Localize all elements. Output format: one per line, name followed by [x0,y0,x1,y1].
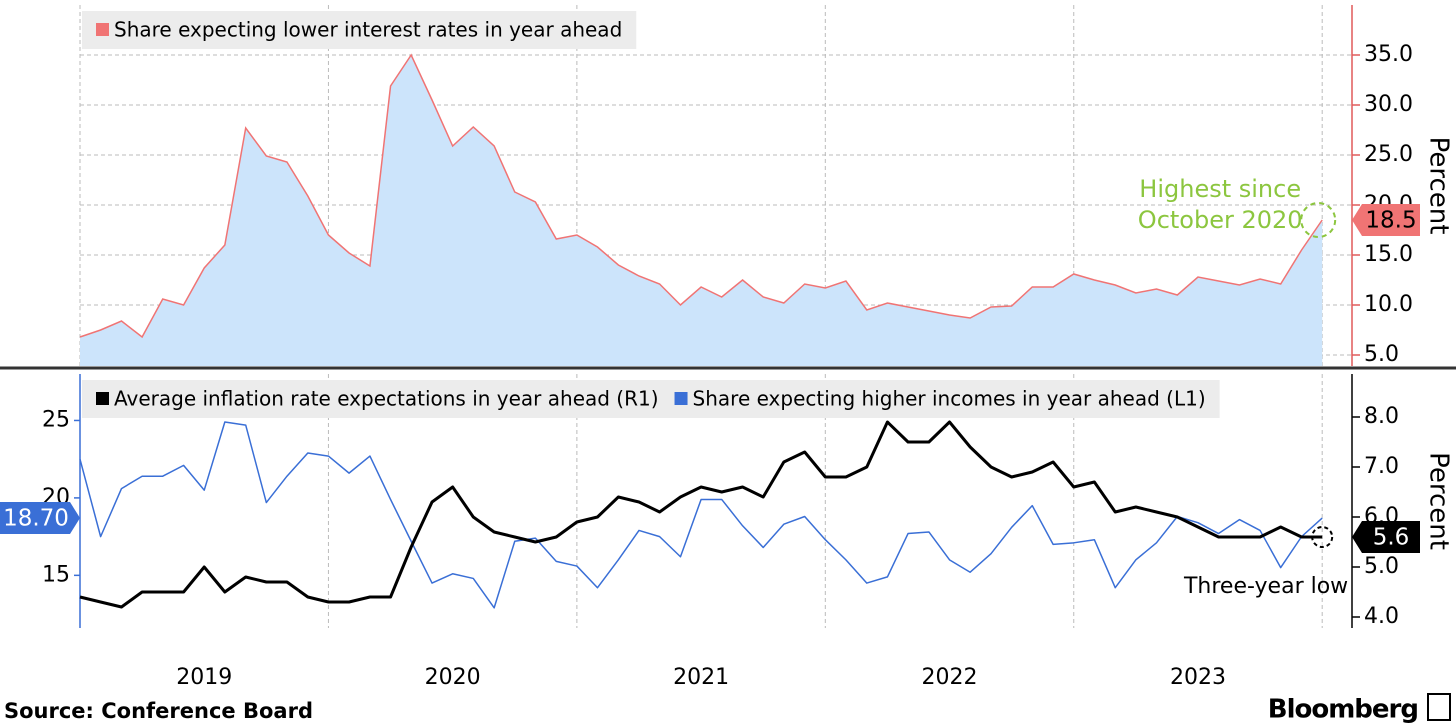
y2-tick-label: 4.0 [1364,604,1399,629]
legend-swatch [96,23,109,36]
line [79,421,1323,609]
legend-box [82,11,637,49]
y-tick-label: 15.0 [1364,242,1413,267]
y-tick-label: 30.0 [1364,92,1413,117]
line [79,420,1323,609]
source: Source: Conference Board [4,699,313,723]
y2-tick-label: 5.0 [1364,554,1399,579]
y-tick-label: 10.0 [1364,292,1413,317]
x-tick-label: 2020 [425,665,481,690]
legend-swatch [96,392,109,405]
value-tag [1352,521,1420,553]
y-tick-label: 25.0 [1364,142,1413,167]
value-tag-label: 18.5 [1365,208,1416,234]
x-tick-label: 2023 [1170,665,1226,690]
y-tick-label: 25 [42,407,70,432]
x-tick-label: 2019 [176,665,232,690]
annotation-circle [1311,526,1334,548]
annotation: October 2020 [1138,206,1303,234]
legend-label: Share expecting lower interest rates in … [114,18,622,42]
annotation: Three-year low [1183,574,1348,599]
y-tick-label: 35.0 [1364,42,1413,67]
line [79,53,1323,339]
y-tick-label: 15 [42,562,70,587]
x-tick-label: 2022 [922,665,978,690]
y2-axis-title: Percent [1424,452,1454,550]
brand: Bloomberg [1268,695,1418,725]
value-tag [1352,204,1420,236]
brand-icon [1427,693,1451,721]
y2-tick-label: 8.0 [1364,404,1399,429]
legend-label: Share expecting higher incomes in year a… [693,387,1206,411]
value-tag-label: 18.70 [3,506,69,532]
y-tick-label: 5.0 [1364,342,1399,367]
y2-tick-label: 7.0 [1364,454,1399,479]
legend-box [82,380,1220,418]
y-axis-title: Percent [1424,137,1454,235]
legend-swatch [674,392,688,405]
value-tag-label: 5.6 [1373,525,1410,551]
value-tag [0,502,80,535]
x-tick-label: 2021 [673,665,729,690]
annotation: Highest since [1139,175,1301,203]
legend-label: Average inflation rate expectations in y… [114,387,659,411]
annotation-circle [1300,202,1337,238]
area [80,55,1323,366]
